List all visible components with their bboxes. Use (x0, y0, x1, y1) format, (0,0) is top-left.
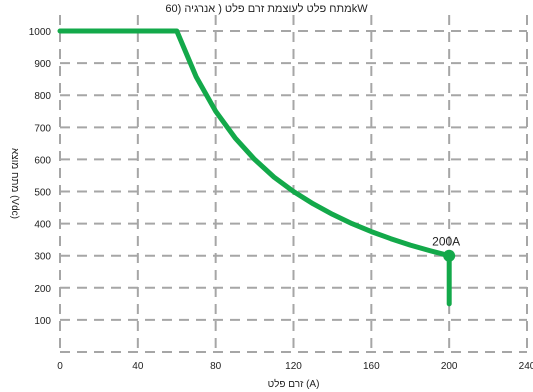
y-tick-labels: 100 200 300 400 500 600 700 800 900 1000 (29, 27, 52, 327)
x-tick-label: 120 (285, 361, 302, 372)
y-tick-label: 800 (34, 91, 51, 102)
annotation-label: 200A (432, 235, 460, 249)
x-tick-labels: 0 40 80 120 160 200 240 (57, 361, 533, 372)
x-tick-label: 80 (210, 361, 222, 372)
series-line (57, 28, 452, 307)
x-axis-label: זרם פלט (A) (268, 378, 320, 390)
annotations: 200A (432, 235, 460, 262)
x-tick-label: 200 (441, 361, 458, 372)
y-tick-label: 500 (34, 188, 51, 199)
x-tick-label: 160 (363, 361, 380, 372)
annotation-marker (443, 249, 456, 262)
x-tick-label: 240 (519, 361, 533, 372)
x-tick-label: 40 (132, 361, 144, 372)
y-tick-label: 300 (34, 252, 51, 263)
y-axis-label: מתח מוצא (Vdc) (9, 148, 20, 219)
y-tick-label: 700 (34, 123, 51, 134)
x-tick-label: 0 (57, 361, 63, 372)
y-tick-label: 400 (34, 220, 51, 231)
y-tick-label: 1000 (29, 27, 52, 38)
y-tick-label: 900 (34, 59, 51, 70)
y-tick-label: 200 (34, 284, 51, 295)
chart-title: מתח פלט לעוצמת זרם פלט ( אנרגיה (60kW (165, 3, 368, 15)
grid-lines (59, 15, 528, 353)
y-tick-label: 100 (34, 316, 51, 327)
y-tick-label: 600 (34, 155, 51, 166)
